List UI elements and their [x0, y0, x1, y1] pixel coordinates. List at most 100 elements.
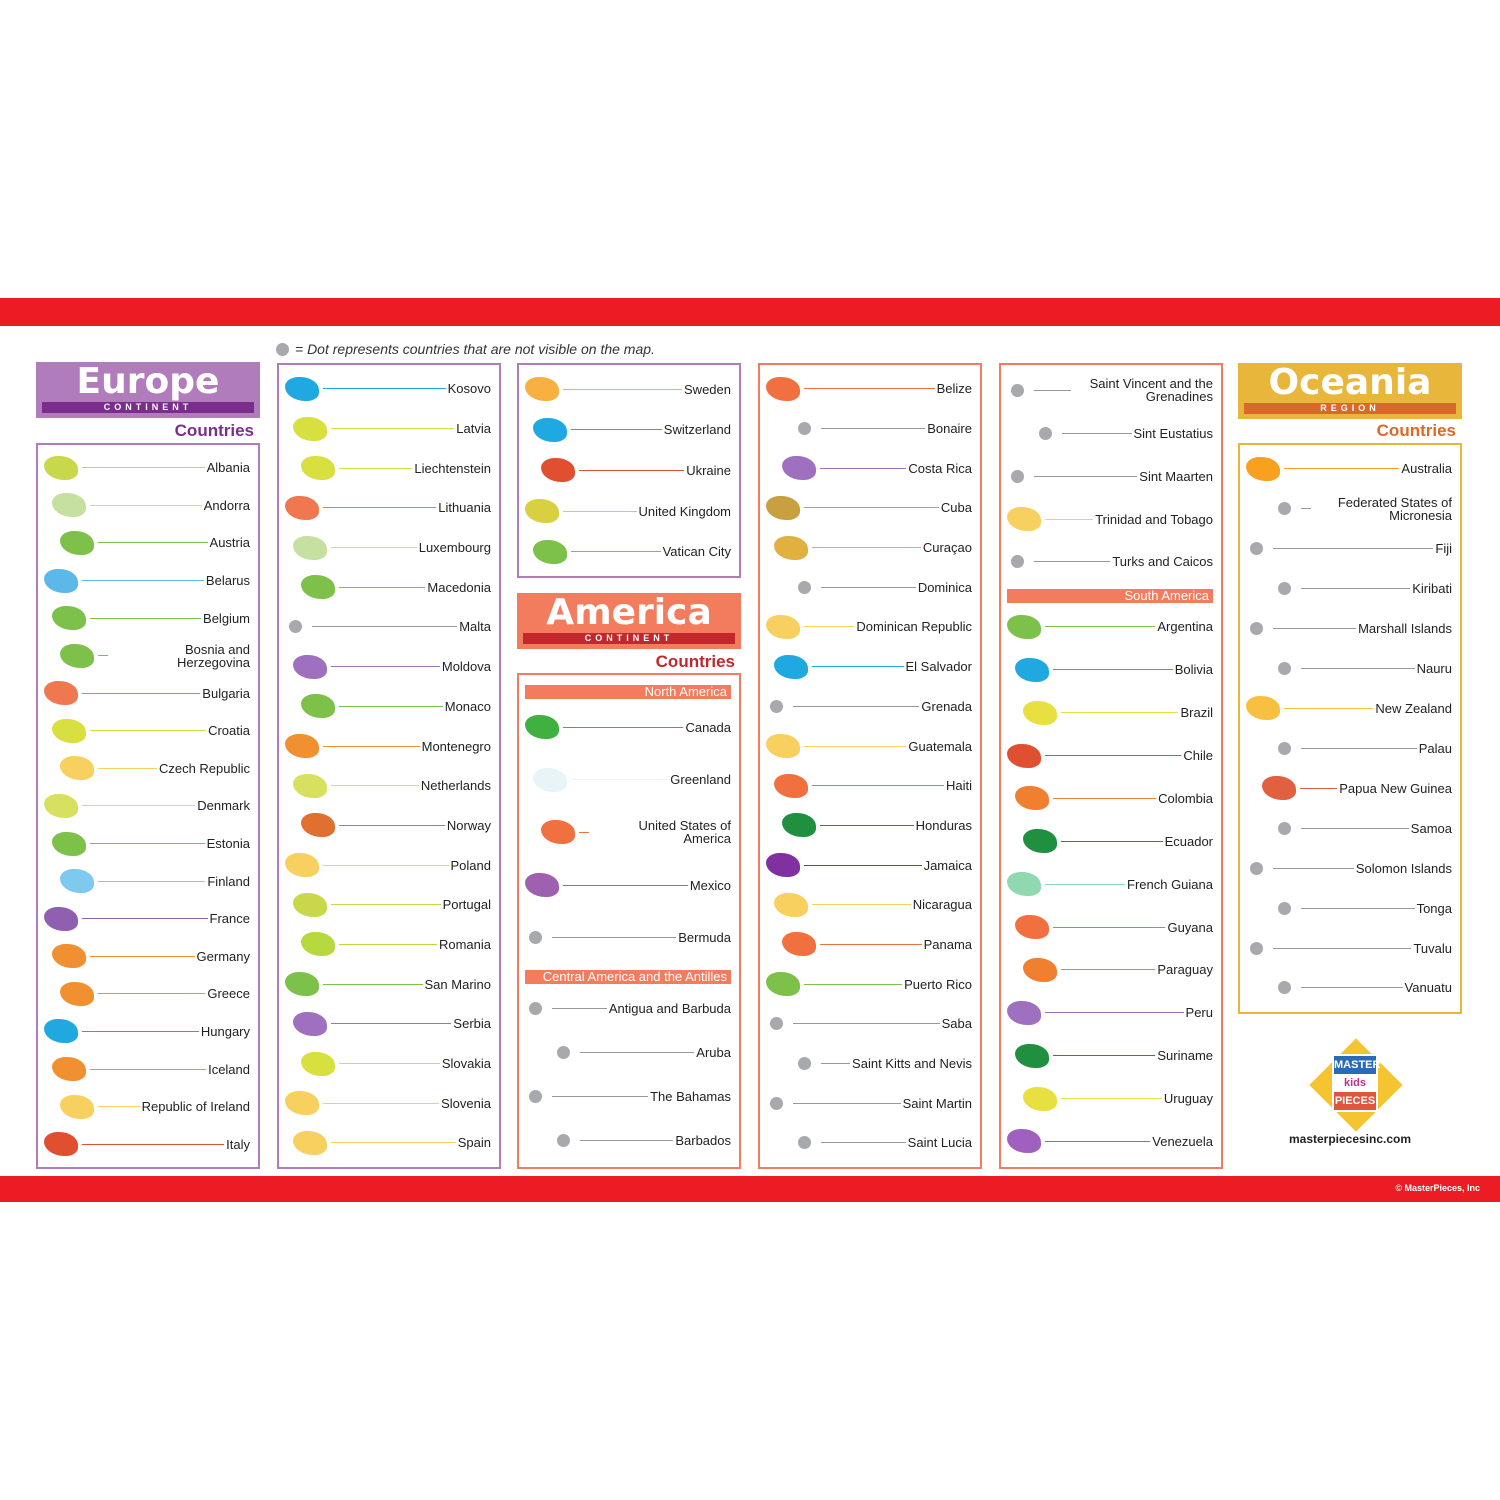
country-label: Vatican City: [662, 544, 731, 560]
country-shape-icon: [541, 458, 575, 483]
leader-line: [331, 428, 455, 430]
leader-line: [331, 785, 419, 787]
country-label: Vanuatu: [1404, 980, 1452, 996]
country-label: Estonia: [206, 836, 250, 852]
leader-line: [821, 586, 916, 588]
leader-line: [1045, 518, 1094, 520]
country-item: Chile: [1007, 741, 1213, 771]
leader-line: [98, 993, 206, 995]
country-shape-icon: [1015, 657, 1049, 682]
country-label: Cuba: [940, 500, 972, 516]
country-item: Tuvalu: [1246, 933, 1452, 963]
country-shape-icon: [1023, 829, 1057, 854]
leader-line: [1061, 712, 1179, 714]
country-label: Antigua and Barbuda: [608, 1000, 731, 1016]
country-shape-icon: [301, 575, 335, 600]
leader-line: [571, 429, 662, 431]
leader-line: [1045, 1140, 1151, 1142]
country-label: Haiti: [945, 778, 972, 794]
country-item: Norway: [285, 810, 491, 840]
country-label: Slovenia: [441, 1095, 491, 1111]
country-shape-icon: [60, 643, 94, 668]
dot-icon: [557, 1045, 570, 1059]
country-label: Bonaire: [927, 421, 972, 437]
country-label: Curaçao: [922, 540, 972, 556]
country-label: Kosovo: [447, 381, 491, 397]
country-label: Finland: [207, 873, 250, 889]
leader-line: [1273, 628, 1357, 630]
country-shape-icon: [44, 455, 78, 480]
country-label: Andorra: [203, 497, 250, 513]
country-label: Saint Lucia: [907, 1135, 972, 1151]
country-item: Dominica: [766, 572, 972, 602]
country-item: Belgium: [44, 603, 250, 633]
country-item: Sweden: [525, 374, 731, 404]
country-label: Guatemala: [908, 738, 972, 754]
leader-line: [82, 467, 205, 469]
legend: = Dot represents countries that are not …: [276, 341, 655, 357]
america-panel-1: North America Canada Greenland United Stat…: [517, 673, 741, 1169]
leader-line: [331, 547, 417, 549]
leader-line: [82, 692, 201, 694]
leader-line: [1301, 588, 1411, 590]
dot-icon: [1250, 542, 1263, 556]
country-item: Aruba: [525, 1037, 731, 1067]
country-item: Canada: [525, 712, 731, 742]
country-shape-icon: [525, 499, 559, 524]
country-item: Tonga: [1246, 893, 1452, 923]
leader-line: [821, 1063, 851, 1065]
country-shape-icon: [285, 853, 319, 878]
country-shape-icon: [766, 376, 800, 401]
leader-line: [339, 705, 443, 707]
country-item: Denmark: [44, 791, 250, 821]
country-item: San Marino: [285, 969, 491, 999]
europe-panel-1: Albania Andorra Austria Belarus Belgium Bosni…: [36, 443, 260, 1169]
dot-icon: [1278, 901, 1291, 915]
country-shape-icon: [293, 1130, 327, 1155]
leader-line: [804, 626, 855, 628]
country-label: Dominica: [917, 579, 972, 595]
country-item: Saint Vincent and the Grenadines: [1007, 375, 1213, 405]
country-label: Grenada: [921, 698, 972, 714]
country-label: Dominican Republic: [856, 619, 972, 635]
country-item: El Salvador: [766, 652, 972, 682]
country-item: Italy: [44, 1129, 250, 1159]
country-item: Republic of Ireland: [44, 1092, 250, 1122]
dot-icon: [529, 1090, 542, 1104]
country-item: Panama: [766, 929, 972, 959]
country-label: Brazil: [1180, 705, 1213, 721]
country-shape-icon: [1007, 872, 1041, 897]
country-item: Mexico: [525, 870, 731, 900]
country-label: Moldova: [441, 659, 491, 675]
dot-icon: [529, 931, 542, 945]
website-link[interactable]: masterpiecesinc.com: [1288, 1132, 1412, 1146]
country-item: The Bahamas: [525, 1082, 731, 1112]
country-item: Iceland: [44, 1054, 250, 1084]
dot-icon: [798, 1057, 811, 1071]
country-label: Nauru: [1416, 661, 1452, 677]
leader-line: [1284, 707, 1374, 709]
country-label: Turks and Caicos: [1112, 554, 1213, 570]
country-shape-icon: [44, 906, 78, 931]
leader-line: [90, 1068, 207, 1070]
country-item: Montenegro: [285, 731, 491, 761]
dot-icon: [1278, 502, 1291, 516]
leader-line: [793, 1023, 940, 1025]
dot-icon: [798, 1136, 811, 1150]
country-label: Uruguay: [1163, 1091, 1213, 1106]
america-title: America: [546, 592, 712, 633]
leader-line: [1301, 508, 1311, 510]
country-label: Montenegro: [421, 738, 491, 754]
leader-line: [579, 831, 589, 833]
leader-line: [1061, 840, 1163, 842]
dot-icon: [1278, 981, 1291, 995]
country-label: Sint Maarten: [1139, 468, 1213, 484]
country-shape-icon: [766, 495, 800, 520]
country-label: Ecuador: [1164, 833, 1213, 849]
country-item: Croatia: [44, 716, 250, 746]
north-america-subheader: North America: [525, 685, 731, 699]
country-label: Saint Kitts and Nevis: [852, 1056, 972, 1072]
leader-line: [82, 1030, 199, 1032]
leader-line: [98, 655, 108, 657]
leader-line: [1273, 548, 1434, 550]
